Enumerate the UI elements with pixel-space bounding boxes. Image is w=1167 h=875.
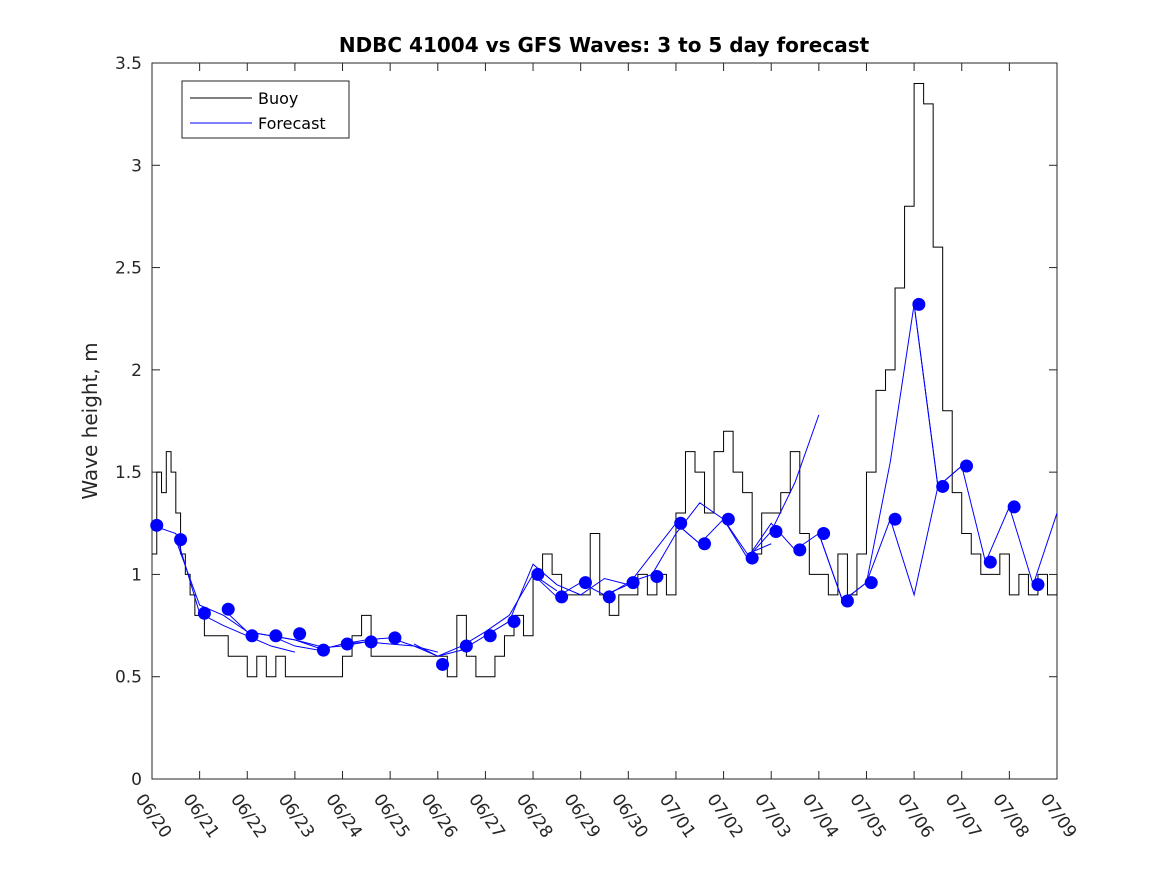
forecast-point	[840, 594, 854, 608]
forecast-point	[793, 543, 807, 557]
forecast-point	[316, 643, 330, 657]
forecast-point	[912, 297, 926, 311]
plot-area: 00.511.522.533.506/20 06/21 06/22 06/23 06/2…	[115, 54, 1080, 842]
forecast-point	[626, 576, 640, 590]
y-tick-label: 1	[131, 565, 142, 585]
forecast-point	[578, 576, 592, 590]
y-axis-label: Wave height, m	[78, 342, 102, 499]
y-tick-label: 2	[131, 361, 142, 381]
forecast-point	[388, 631, 402, 645]
forecast-point	[340, 637, 354, 651]
forecast-point	[936, 479, 950, 493]
forecast-point	[1031, 578, 1045, 592]
forecast-line	[270, 635, 438, 653]
forecast-point	[245, 629, 259, 643]
forecast-line	[151, 524, 296, 653]
forecast-point	[864, 576, 878, 590]
legend-forecast-label: Forecast	[258, 114, 326, 133]
forecast-point	[531, 567, 545, 581]
forecast-point	[721, 512, 735, 526]
forecast-point	[150, 518, 164, 532]
forecast-point	[650, 569, 664, 583]
forecast-point	[817, 527, 831, 541]
y-tick-label: 0	[131, 770, 142, 790]
legend-buoy-label: Buoy	[258, 89, 298, 108]
y-tick-label: 2.5	[115, 259, 142, 279]
legend: Buoy Forecast	[181, 80, 350, 139]
forecast-point	[745, 551, 759, 565]
forecast-point	[174, 533, 188, 547]
y-tick-label: 3	[131, 156, 142, 176]
forecast-point	[459, 639, 473, 653]
forecast-point	[555, 590, 569, 604]
forecast-point	[602, 590, 616, 604]
forecast-point	[436, 657, 450, 671]
forecast-point	[960, 459, 973, 473]
forecast-point	[769, 524, 783, 538]
forecast-point	[1007, 500, 1021, 514]
forecast-point	[483, 629, 497, 643]
chart-title: NDBC 41004 vs GFS Waves: 3 to 5 day fore…	[339, 33, 870, 57]
forecast-point	[293, 627, 307, 641]
forecast-point	[197, 606, 211, 620]
forecast-point	[269, 629, 283, 643]
forecast-point	[507, 614, 521, 628]
y-tick-label: 3.5	[115, 54, 142, 74]
y-tick-label: 0.5	[115, 668, 142, 688]
forecast-point	[983, 555, 997, 569]
legend-box	[181, 80, 350, 139]
forecast-point	[888, 512, 902, 526]
forecast-point	[221, 602, 235, 616]
forecast-point	[364, 635, 378, 649]
buoy-line	[152, 82, 1058, 678]
axes-box	[151, 62, 1058, 780]
forecast-point	[674, 516, 688, 530]
forecast-point	[698, 537, 712, 551]
y-tick-label: 1.5	[115, 463, 142, 483]
